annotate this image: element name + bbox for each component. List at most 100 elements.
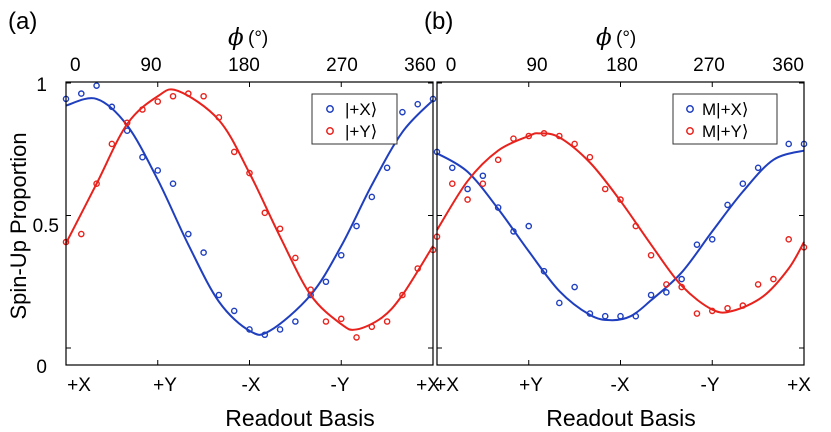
panel-b-series-0-point-13 (632, 312, 640, 320)
panel-b-series-1-point-19 (724, 304, 731, 312)
panel-a-x-axis-label: Readout Basis (225, 405, 375, 431)
panel-b-series-1-point-14 (647, 251, 655, 259)
panel-b-legend: M|+X⟩ M|+Y⟩ (672, 93, 778, 145)
panel-b-legend-marker-m-plus-x (686, 105, 694, 113)
panel-b-fit-curve-0 (436, 149, 805, 322)
panel-b-series-0-point-18 (708, 236, 716, 243)
panel-a-chart: |+X⟩ |+Y⟩ (62, 81, 437, 366)
panel-b-series-0-point-16 (678, 275, 685, 283)
panel-a-series-0-point-2 (93, 82, 100, 89)
panel-b-series-1-point-17 (693, 310, 701, 317)
panel-b-series-1-point-9 (571, 140, 578, 148)
panel-a-series-0-point-5 (139, 153, 146, 161)
panel-a-series-1-point-14 (276, 225, 284, 233)
panel-b-series-1-point-13 (632, 222, 640, 230)
panel-a-series-0-point-15 (292, 318, 299, 325)
panel-b-legend-marker-m-plus-y (686, 127, 694, 135)
panel-a-legend-marker-plus-y (326, 127, 334, 135)
panel-a-fit-curve-1 (65, 88, 434, 331)
panel-b-series-1-point-3 (479, 180, 487, 187)
panel-b-series-0-point-4 (494, 204, 502, 211)
panel-a-series-0-point-3 (108, 103, 116, 111)
panel-b-series-0-point-14 (647, 291, 655, 299)
panel-b-series-1-point-12 (617, 196, 624, 203)
panel-b-series-1-point-16 (678, 283, 685, 291)
panel-b-series-1-point-18 (708, 307, 716, 315)
panel-a-series-1-point-5 (139, 106, 146, 113)
panel-b-bottom-tick-label-2: -X (611, 375, 630, 396)
panel-b-series-0-point-6 (525, 222, 533, 230)
panel-a-series-0-point-20 (368, 193, 376, 201)
panel-b-legend-box (672, 93, 778, 145)
panel-b-series-0-point-11 (601, 312, 609, 320)
panel-b-bottom-tick-label-0: +X (435, 375, 459, 396)
panel-b-series-0-point-1 (448, 164, 456, 172)
panel-a-series-0-point-4 (123, 127, 131, 134)
panel-a-legend-box (311, 93, 398, 145)
panel-a-series-1-point-6 (154, 98, 162, 105)
panel-b-series-1-point-23 (785, 236, 793, 243)
panel-b-legend-label-m-plus-y: M|+Y⟩ (702, 122, 748, 141)
panel-a-series-0-point-1 (77, 90, 85, 97)
panel-a-top-tick-label-4: 360 (404, 55, 436, 76)
panel-b-bottom-tick-label-4: +X (787, 375, 811, 396)
panel-a-series-0-point-11 (230, 307, 238, 315)
panel-b-series-0-point-5 (510, 228, 517, 235)
panel-b-series-1-point-6 (525, 132, 533, 140)
panel-a-top-tick-label-2: 180 (228, 55, 260, 76)
panel-a-series-1-point-2 (93, 180, 100, 187)
panel-a-series-1-point-18 (337, 315, 345, 323)
panel-b-top-tick-label-2: 180 (606, 55, 638, 76)
panel-b-series-0-point-17 (693, 241, 701, 248)
panel-b-series-0-point-19 (724, 201, 731, 209)
panel-b-series-0-point-15 (663, 289, 670, 296)
panel-a-series-0-point-21 (383, 164, 391, 172)
panel-a-series-0-point-7 (169, 180, 177, 187)
panel-b-series-1-point-8 (556, 132, 563, 140)
panel-b-series-0-point-3 (479, 172, 487, 180)
panel-b-phi-symbol: ϕ (596, 25, 612, 51)
y-tick-label-0: 0 (36, 357, 47, 378)
panel-a-legend-label-plus-x: |+X⟩ (345, 100, 377, 119)
panel-a-series-0-point-10 (215, 291, 223, 299)
panel-b-series-0-point-21 (754, 164, 762, 172)
panel-b-x-axis-label: Readout Basis (546, 405, 696, 431)
panel-b-series-0-point-12 (617, 312, 624, 320)
panel-a-series-1-point-3 (108, 140, 116, 148)
panel-b-top-tick-label-4: 360 (772, 55, 804, 76)
panel-b-series-0-point-9 (571, 283, 578, 291)
y-axis-label: Spin-Up Proportion (6, 132, 31, 319)
panel-b-legend-label-m-plus-x: M|+X⟩ (702, 100, 748, 119)
panel-a-series-1-point-11 (230, 148, 238, 156)
panel-a-series-1-point-20 (368, 323, 376, 331)
panel-b-series-0-point-8 (556, 299, 563, 307)
panel-a-series-0-point-12 (246, 326, 253, 333)
panel-a-series-0-point-23 (414, 100, 422, 108)
panel-a-series-1-point-1 (77, 230, 85, 238)
panel-a-series-0-point-22 (399, 108, 406, 116)
panel-b-bottom-tick-label-3: -Y (701, 375, 720, 396)
panel-b-series-1-point-1 (448, 180, 456, 187)
panel-a-series-0-point-6 (154, 167, 162, 174)
panel-a-legend-label-plus-y: |+Y⟩ (345, 122, 377, 141)
panel-b-series-1-point-11 (601, 185, 609, 193)
panel-a-series-0-point-9 (200, 249, 207, 256)
panel-a-bottom-tick-label-2: -X (242, 375, 261, 396)
panel-a-series-0-point-8 (185, 230, 192, 238)
panel-a-series-1-point-4 (123, 119, 131, 127)
panel-a-phi-unit: (°) (248, 28, 268, 49)
panel-a-series-1-point-8 (185, 90, 192, 97)
panel-a-series-0-point-18 (337, 251, 345, 259)
panel-a-series-1-point-21 (383, 318, 391, 325)
panel-a-series-0-point-13 (261, 331, 269, 339)
panel-b-phi-unit: (°) (616, 28, 636, 49)
panel-a-series-1-point-10 (215, 114, 223, 121)
panel-b-chart: M|+X⟩ M|+Y⟩ (433, 81, 808, 366)
panel-a-series-0-point-17 (322, 278, 330, 286)
panel-b-series-1-point-10 (586, 153, 594, 161)
panel-a-series-1-point-19 (353, 334, 360, 341)
panel-b-series-1-point-15 (663, 281, 670, 288)
panel-b-top-tick-label-0: 0 (446, 55, 457, 76)
panel-a-series-1-point-23 (414, 265, 422, 272)
